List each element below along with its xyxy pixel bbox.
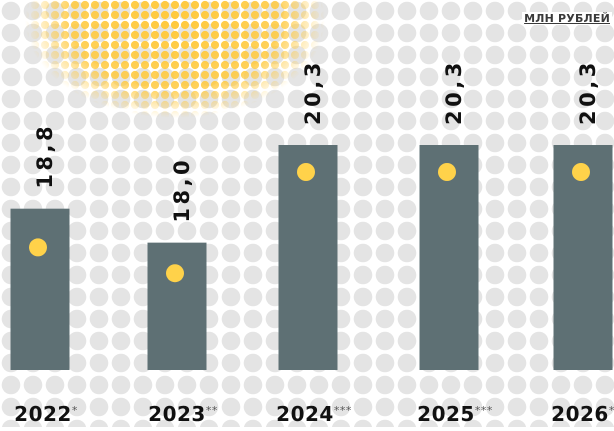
bar-2026 (553, 145, 613, 370)
value-label-2023: 18,0 (170, 157, 194, 223)
ticks-layer: 2022* 2023** 2024*** 2025*** 2026*** (14, 402, 614, 426)
value-label-2022: 18,8 (33, 123, 57, 189)
tick-suffix-2025: *** (475, 404, 493, 417)
bar-marker-2023 (166, 264, 184, 283)
bar-marker-2024 (297, 163, 315, 181)
bar-2025 (419, 145, 479, 370)
value-label-2026: 20,3 (576, 59, 600, 125)
labels-layer: 18,8 18,0 20,3 20,3 20,3 (33, 59, 600, 222)
bar-2023 (147, 242, 207, 370)
tick-suffix-2023: ** (206, 404, 218, 417)
bar-2024 (278, 145, 338, 370)
bar-marker-2022 (29, 238, 47, 257)
tick-suffix-2024: *** (334, 404, 352, 417)
tick-label-2022: 2022* (14, 402, 78, 426)
bar-2022 (10, 208, 70, 370)
tick-label-2024: 2024*** (276, 402, 352, 426)
bar-marker-2026 (572, 163, 590, 181)
value-label-2024: 20,3 (301, 59, 325, 125)
tick-suffix-2022: * (72, 404, 78, 417)
bar-marker-2025 (438, 163, 456, 181)
tick-label-2026: 2026*** (551, 402, 614, 426)
sun-halftone (0, 0, 360, 130)
value-label-2025: 20,3 (442, 59, 466, 125)
tick-label-2025: 2025*** (417, 402, 493, 426)
unit-label: МЛН РУБЛЕЙ (522, 12, 612, 25)
tick-suffix-2026: *** (609, 404, 614, 417)
tick-label-2023: 2023** (148, 402, 218, 426)
bars-layer (10, 145, 613, 370)
